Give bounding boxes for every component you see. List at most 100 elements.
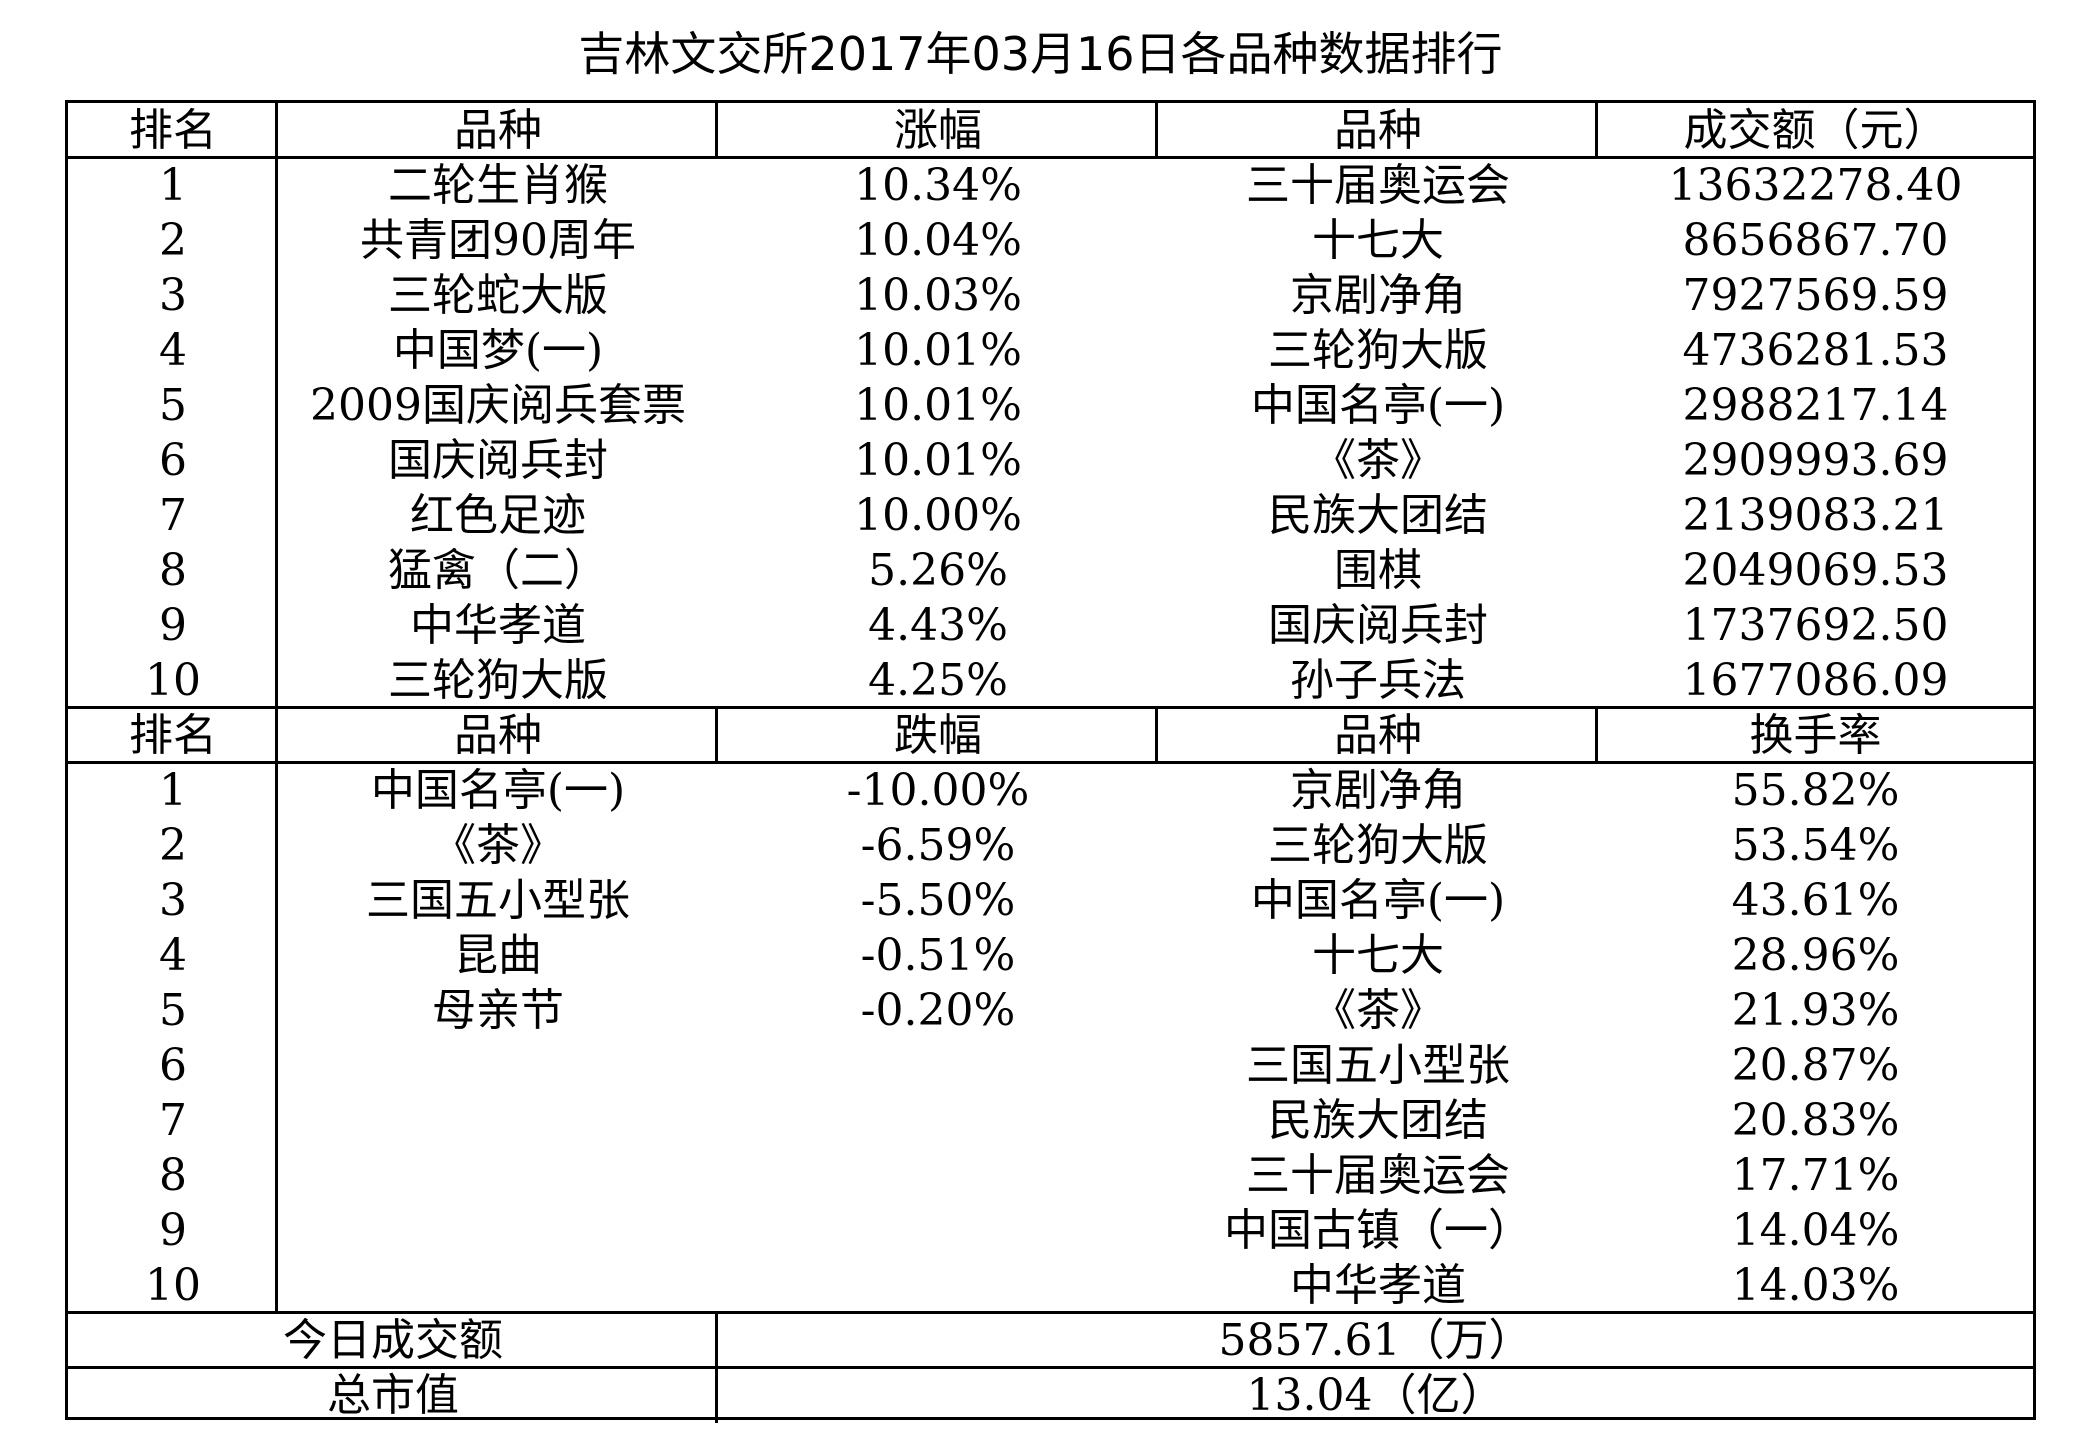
variety-cell: 中国名亭(一): [370, 765, 626, 816]
rank-cell: 4: [159, 325, 187, 376]
variety-cell-2: 三国五小型张: [1246, 1040, 1510, 1091]
table-divider: [68, 1311, 2033, 1314]
variety-cell: 2009国庆阅兵套票: [310, 380, 686, 431]
rank-cell: 6: [159, 435, 187, 486]
metric-cell: 8656867.70: [1682, 215, 1949, 266]
column-divider: [715, 1313, 718, 1368]
variety-cell-2: 《茶》: [1312, 435, 1444, 486]
table-row: 10 中华孝道 14.03%: [68, 1258, 2033, 1313]
rank-cell: 3: [159, 270, 187, 321]
summary-value: 13.04（亿）: [1246, 1370, 1505, 1421]
rank-cell: 9: [159, 600, 187, 651]
change-cell: 10.01%: [854, 380, 1022, 431]
change-cell: [718, 1203, 1158, 1258]
column-divider: [715, 708, 718, 763]
variety-cell-2: 三轮狗大版: [1268, 820, 1488, 871]
variety-cell-2: 三十届奥运会: [1246, 160, 1510, 211]
rank-cell: 1: [159, 765, 187, 816]
summary-row: 总市值 13.04（亿）: [68, 1368, 2033, 1423]
table-row: 8 三十届奥运会 17.71%: [68, 1148, 2033, 1203]
change-cell: [718, 1148, 1158, 1203]
page-title: 吉林文交所2017年03月16日各品种数据排行: [578, 27, 1503, 81]
change-cell: 10.34%: [854, 160, 1022, 211]
metric-cell: 17.71%: [1731, 1150, 1900, 1201]
column-divider: [275, 103, 278, 158]
rank-cell: 3: [159, 875, 187, 926]
variety-cell: 三国五小型张: [366, 875, 630, 926]
change-cell: 10.01%: [854, 435, 1022, 486]
variety-cell-2: 十七大: [1312, 930, 1444, 981]
variety-cell-2: 京剧净角: [1290, 270, 1466, 321]
metric-cell: 28.96%: [1731, 930, 1900, 981]
change-cell: 4.43%: [868, 600, 1008, 651]
metric-cell: 1737692.50: [1682, 600, 1949, 651]
summary-label: 总市值: [327, 1370, 459, 1421]
metric-cell: 20.87%: [1731, 1040, 1900, 1091]
header-metric: 成交额（元）: [1683, 105, 1948, 156]
variety-cell: [278, 1038, 718, 1093]
metric-cell: 53.54%: [1731, 820, 1900, 871]
change-cell: -0.51%: [860, 930, 1016, 981]
change-cell: 10.01%: [854, 325, 1022, 376]
table-row: 1 二轮生肖猴 10.34% 三十届奥运会 13632278.40: [68, 158, 2033, 213]
change-cell: 5.26%: [868, 545, 1008, 596]
metric-cell: 21.93%: [1731, 985, 1900, 1036]
variety-cell-2: 中国名亭(一): [1250, 380, 1506, 431]
table-row: 5 2009国庆阅兵套票 10.01% 中国名亭(一) 2988217.14: [68, 378, 2033, 433]
table-row: 4 中国梦(一) 10.01% 三轮狗大版 4736281.53: [68, 323, 2033, 378]
change-cell: [718, 1093, 1158, 1148]
rank-cell: 2: [159, 215, 187, 266]
column-divider: [715, 103, 718, 158]
metric-cell: 13632278.40: [1668, 160, 1963, 211]
table-row: 4 昆曲 -0.51% 十七大 28.96%: [68, 928, 2033, 983]
ranking-table: 排名 品种 涨幅 品种 成交额（元） 1 二轮生肖猴 10.34% 三十届奥运会 13632278…: [65, 100, 2036, 1423]
metric-cell: 14.04%: [1731, 1205, 1900, 1256]
variety-cell: 二轮生肖猴: [388, 160, 608, 211]
table-header-row: 排名 品种 涨幅 品种 成交额（元）: [68, 103, 2033, 158]
metric-cell: 20.83%: [1731, 1095, 1900, 1146]
variety-cell-2: 国庆阅兵封: [1268, 600, 1488, 651]
variety-cell-2: 京剧净角: [1290, 765, 1466, 816]
summary-value: 5857.61（万）: [1218, 1315, 1533, 1366]
table-row: 10 三轮狗大版 4.25% 孙子兵法 1677086.09: [68, 653, 2033, 708]
table-divider: [68, 761, 2033, 764]
summary-row: 今日成交额 5857.61（万）: [68, 1313, 2033, 1368]
change-cell: 10.03%: [854, 270, 1022, 321]
change-cell: -6.59%: [860, 820, 1016, 871]
column-divider: [275, 763, 278, 1313]
variety-cell: 《茶》: [432, 820, 564, 871]
metric-cell: 55.82%: [1731, 765, 1900, 816]
rank-cell: 5: [159, 380, 187, 431]
variety-cell-2: 民族大团结: [1268, 1095, 1488, 1146]
change-cell: -5.50%: [860, 875, 1016, 926]
variety-cell-2: 三轮狗大版: [1268, 325, 1488, 376]
table-row: 1 中国名亭(一) -10.00% 京剧净角 55.82%: [68, 763, 2033, 818]
column-divider: [715, 1368, 718, 1423]
variety-cell: [278, 1203, 718, 1258]
variety-cell: 国庆阅兵封: [388, 435, 608, 486]
header-change: 涨幅: [894, 105, 982, 156]
rank-cell: 5: [159, 985, 187, 1036]
table-row: 8 猛禽（二） 5.26% 围棋 2049069.53: [68, 543, 2033, 598]
variety-cell: [278, 1258, 718, 1313]
table-header-row: 排名 品种 跌幅 品种 换手率: [68, 708, 2033, 763]
variety-cell: 中华孝道: [410, 600, 586, 651]
change-cell: 4.25%: [868, 655, 1008, 706]
table-divider: [68, 1366, 2033, 1369]
change-cell: 10.04%: [854, 215, 1022, 266]
table-divider: [68, 156, 2033, 159]
metric-cell: 2049069.53: [1682, 545, 1949, 596]
variety-cell: 共青团90周年: [360, 215, 636, 266]
column-divider: [275, 708, 278, 763]
variety-cell-2: 三十届奥运会: [1246, 1150, 1510, 1201]
variety-cell-2: 中国名亭(一): [1250, 875, 1506, 926]
variety-cell: 中国梦(一): [392, 325, 604, 376]
metric-cell: 7927569.59: [1682, 270, 1949, 321]
variety-cell: [278, 1093, 718, 1148]
metric-cell: 14.03%: [1731, 1260, 1900, 1311]
rank-cell: 8: [159, 545, 187, 596]
variety-cell-2: 《茶》: [1312, 985, 1444, 1036]
change-cell: -10.00%: [846, 765, 1030, 816]
variety-cell: 三轮蛇大版: [388, 270, 608, 321]
rank-cell: 10: [145, 1260, 201, 1311]
